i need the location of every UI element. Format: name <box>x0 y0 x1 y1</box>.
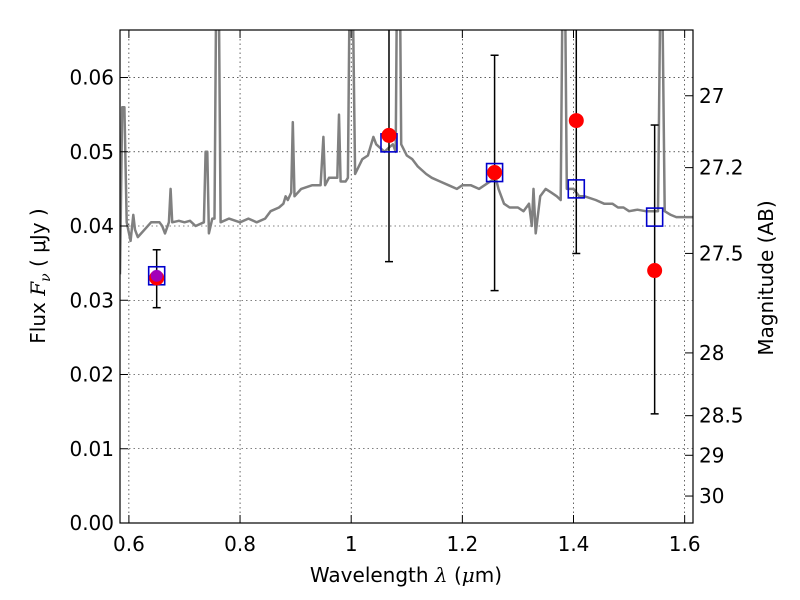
y-tick-label: 0.00 <box>69 511 114 535</box>
magnitude-tick-label: 27.2 <box>699 156 744 180</box>
x-axis-label: Wavelength λ (μm) <box>310 563 502 587</box>
magnitude-tick-label: 28 <box>699 341 724 365</box>
observed-flux-point <box>568 113 584 129</box>
overlap-point <box>150 269 163 282</box>
y-tick-label: 0.03 <box>69 288 114 312</box>
x-tick-label: 0.6 <box>113 532 145 556</box>
observed-flux-point <box>487 165 503 181</box>
x-tick-label: 1.2 <box>446 532 478 556</box>
x-tick-label: 0.8 <box>224 532 256 556</box>
magnitude-tick-label: 29 <box>699 443 724 467</box>
y-axis-label: Flux Fν ( μJy ) <box>26 208 54 343</box>
observed-flux-point <box>381 127 397 143</box>
x-tick-label: 1 <box>345 532 358 556</box>
marker-layer <box>147 113 664 286</box>
magnitude-axis-ticks: 27 27.2 27.5 28 28.5 29 30 <box>685 84 744 508</box>
y-axis-ticks: 0.00 0.01 0.02 0.03 0.04 0.05 0.06 <box>69 66 128 535</box>
x-tick-label: 1.6 <box>669 532 701 556</box>
y-tick-label: 0.01 <box>69 437 114 461</box>
model-photometry-marker <box>485 162 504 183</box>
y-tick-label: 0.05 <box>69 140 114 164</box>
x-tick-label: 1.4 <box>558 532 590 556</box>
model-photometry-marker <box>645 207 664 227</box>
x-axis-ticks: 0.6 0.8 1 1.2 1.4 1.6 <box>113 30 701 556</box>
magnitude-tick-label: 28.5 <box>699 404 744 428</box>
magnitude-tick-label: 27 <box>699 84 724 108</box>
magnitude-tick-label: 27.5 <box>699 241 744 265</box>
y-tick-label: 0.04 <box>69 214 114 238</box>
y-tick-label: 0.06 <box>69 66 114 90</box>
model-photometry-marker <box>567 179 586 199</box>
observed-flux-point <box>647 263 663 279</box>
y-tick-label: 0.02 <box>69 363 114 387</box>
right-axis-label: Magnitude (AB) <box>754 200 778 355</box>
plot-frame <box>119 29 694 524</box>
magnitude-tick-label: 30 <box>699 484 724 508</box>
